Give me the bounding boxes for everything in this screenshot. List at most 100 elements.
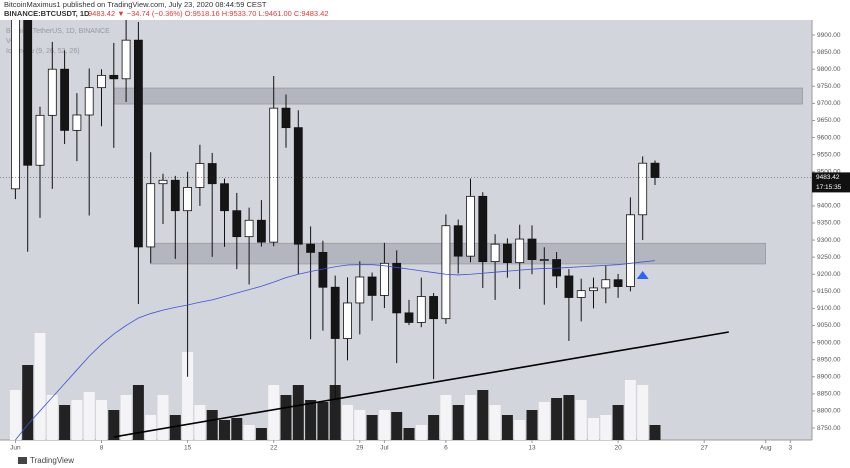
- y-tick-label: 9300.00: [817, 237, 841, 244]
- volume-bar: [108, 410, 120, 440]
- candle-body: [10, 20, 20, 190]
- candle-body: [232, 210, 242, 238]
- y-tick-label: 9750.00: [817, 83, 841, 90]
- candle-body: [133, 39, 143, 248]
- volume-bar: [612, 405, 624, 440]
- candle-body: [478, 195, 488, 263]
- candle-body: [60, 68, 69, 131]
- candle-body: [23, 20, 33, 166]
- y-tick-label: 9900.00: [817, 32, 841, 39]
- x-tick-label: 8: [100, 445, 104, 452]
- x-tick-label: 15: [184, 445, 192, 452]
- y-tick-label: 8750.00: [817, 425, 841, 432]
- author-line: BitcoinMaximus1 published on TradingView…: [4, 0, 267, 9]
- volume-bar: [268, 385, 280, 440]
- volume-bar: [477, 390, 489, 440]
- volume-bar: [501, 415, 513, 440]
- logo-icon: [18, 457, 27, 464]
- volume-bar: [317, 402, 329, 440]
- x-tick-label: 22: [270, 445, 278, 452]
- volume-bar: [637, 385, 649, 440]
- x-tick-label: Jun: [10, 445, 21, 452]
- volume-bar: [391, 412, 403, 440]
- volume-bar: [538, 402, 550, 440]
- x-tick-label: 6: [444, 445, 448, 452]
- candle-body: [502, 243, 512, 264]
- volume-bar: [96, 400, 107, 440]
- y-tick-label: 9100.00: [817, 305, 841, 312]
- candle-body: [170, 179, 180, 212]
- candle-body: [355, 276, 365, 304]
- quote: 9483.42 ▼ −34.74 (−0.36%) O:9518.16 H:95…: [88, 9, 329, 18]
- y-tick-label: 9050.00: [817, 322, 841, 329]
- volume-bar: [575, 400, 587, 440]
- x-tick-label: 20: [614, 445, 622, 452]
- volume-bar: [305, 400, 317, 440]
- y-tick-label: 9350.00: [817, 220, 841, 227]
- volume-bar: [342, 405, 353, 440]
- volume-bar: [526, 410, 538, 440]
- volume-bar: [255, 428, 267, 440]
- candle-body: [392, 262, 402, 314]
- volume-bar: [624, 380, 636, 440]
- legend-item: Ichimoku (9, 26, 52, 26): [6, 48, 80, 55]
- candle-body: [576, 290, 586, 298]
- candle-body: [306, 243, 316, 253]
- volume-bar: [83, 392, 95, 440]
- footer-logo: TradingView: [30, 456, 74, 465]
- last-price-label: 9483.42: [816, 174, 840, 181]
- volume-bar: [588, 418, 599, 440]
- zone: [113, 87, 803, 105]
- candle-body: [429, 296, 439, 320]
- volume-bar: [120, 395, 132, 440]
- candle-body: [146, 183, 156, 248]
- y-tick-label: 9550.00: [817, 151, 841, 158]
- volume-bar: [354, 410, 366, 440]
- y-tick-label: 8900.00: [817, 373, 841, 380]
- ma-line: [15, 260, 656, 440]
- candle-body: [589, 287, 598, 292]
- candle-body: [47, 68, 57, 116]
- candle-body: [121, 39, 131, 80]
- candle-body: [441, 225, 451, 320]
- candle-body: [84, 87, 94, 116]
- candle-body: [72, 114, 82, 131]
- candle-body: [453, 225, 463, 257]
- y-tick-label: 9650.00: [817, 117, 841, 124]
- y-tick-label: 9600.00: [817, 134, 841, 141]
- candle-body: [564, 275, 574, 298]
- volume-bar: [169, 415, 181, 440]
- volume-bar: [600, 415, 612, 440]
- candle-body: [416, 296, 426, 323]
- candle-body: [195, 163, 205, 188]
- candle-body: [601, 279, 611, 289]
- volume-bar: [22, 365, 34, 440]
- candle-body: [626, 214, 635, 287]
- candle-body: [256, 219, 266, 243]
- x-tick-label: Aug: [760, 445, 772, 452]
- candle-body: [220, 183, 229, 212]
- volume-bar: [514, 420, 526, 440]
- plot-area: [0, 20, 812, 440]
- candle-body: [539, 259, 549, 261]
- candle-body: [404, 312, 414, 323]
- candle-body: [379, 262, 389, 296]
- y-tick-label: 9700.00: [817, 100, 841, 107]
- x-tick-label: 13: [528, 445, 536, 452]
- y-tick-label: 9400.00: [817, 203, 841, 210]
- volume-bar: [280, 395, 292, 440]
- volume-bar: [403, 428, 415, 440]
- candle-body: [466, 195, 475, 257]
- volume-bar: [440, 395, 452, 440]
- volume-bar: [366, 415, 378, 440]
- volume-bar: [34, 333, 46, 440]
- candle-body: [35, 114, 45, 166]
- volume-bar: [59, 405, 71, 440]
- volume-bar: [145, 415, 157, 440]
- candle-body: [281, 107, 291, 129]
- y-tick-label: 9200.00: [817, 271, 841, 278]
- countdown-label: 17:15:35: [816, 184, 842, 191]
- volume-bar: [428, 415, 440, 440]
- candle-body: [527, 238, 537, 260]
